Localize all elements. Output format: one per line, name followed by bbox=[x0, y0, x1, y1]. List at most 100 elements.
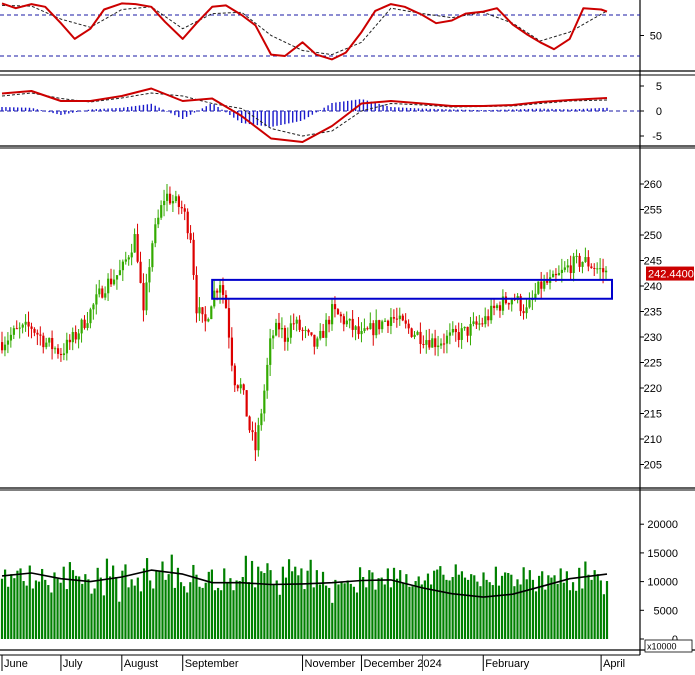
volume-bar bbox=[118, 601, 121, 639]
candle-down bbox=[192, 239, 195, 276]
candle-up bbox=[269, 338, 272, 365]
macd-histogram-bar bbox=[405, 107, 408, 111]
candle-up bbox=[325, 319, 328, 338]
macd-histogram-bar bbox=[347, 100, 349, 111]
volume-bar bbox=[383, 584, 386, 639]
candle-down bbox=[245, 390, 248, 417]
macd-histogram-bar bbox=[24, 107, 27, 111]
candle-up bbox=[166, 193, 169, 201]
macd-histogram-bar bbox=[496, 109, 498, 111]
candle-up bbox=[360, 331, 363, 335]
macd-histogram-bar bbox=[272, 111, 274, 127]
macd-histogram-bar bbox=[103, 108, 105, 111]
y-tick-label: 205 bbox=[644, 460, 662, 472]
candle-up bbox=[86, 323, 89, 328]
volume-bar bbox=[164, 579, 167, 639]
last-price-badge-bg bbox=[646, 266, 694, 281]
volume-bar bbox=[494, 566, 497, 639]
candle-down bbox=[457, 332, 460, 340]
candle-down bbox=[136, 234, 139, 262]
volume-bar bbox=[37, 581, 41, 639]
volume-bar bbox=[183, 586, 186, 639]
volume-bar bbox=[278, 594, 281, 639]
volume-bar bbox=[71, 570, 75, 639]
volume-bar bbox=[358, 567, 362, 639]
volume-bar bbox=[81, 583, 84, 639]
macd-histogram-bar bbox=[531, 108, 534, 111]
macd-histogram-bar bbox=[382, 104, 384, 111]
candle-up bbox=[21, 324, 24, 328]
macd-histogram-bar bbox=[182, 111, 184, 119]
volume-bar bbox=[99, 577, 102, 639]
stochastic-panel bbox=[0, 2, 640, 61]
candle-down bbox=[328, 319, 331, 325]
macd-histogram-bar bbox=[52, 111, 54, 114]
candle-up bbox=[98, 288, 101, 295]
volume-bar bbox=[321, 571, 325, 639]
volume-bar bbox=[257, 566, 260, 639]
candle-up bbox=[478, 323, 481, 325]
candle-down bbox=[428, 340, 431, 348]
volume-bar bbox=[451, 577, 454, 639]
macd-histogram-bar bbox=[193, 111, 196, 113]
macd-histogram-bar bbox=[433, 108, 435, 111]
volume-bar bbox=[149, 580, 152, 639]
candle-up bbox=[71, 332, 74, 343]
macd-histogram-bar bbox=[319, 110, 321, 111]
candle-up bbox=[48, 337, 51, 343]
macd-histogram-bar bbox=[331, 103, 333, 111]
macd-histogram-bar bbox=[343, 101, 345, 111]
candle-up bbox=[398, 315, 401, 320]
macd-histogram-bar bbox=[233, 111, 235, 118]
volume-bar bbox=[65, 589, 68, 639]
volume-bar bbox=[599, 580, 602, 639]
month-label: November bbox=[305, 658, 356, 670]
volume-bar bbox=[25, 585, 28, 639]
volume-bar bbox=[343, 583, 346, 639]
macd-histogram-bar bbox=[185, 111, 188, 117]
volume-bar bbox=[22, 581, 25, 639]
candle-up bbox=[89, 309, 92, 324]
volume-bar bbox=[281, 566, 284, 639]
volume-bar bbox=[365, 587, 368, 639]
macd-histogram-bar bbox=[362, 99, 365, 111]
volume-bar bbox=[207, 571, 210, 639]
candle-up bbox=[54, 348, 57, 350]
volume-bar bbox=[436, 569, 439, 639]
candle-down bbox=[101, 288, 104, 298]
volume-unit-label: x10000 bbox=[647, 642, 677, 652]
macd-histogram-bar bbox=[441, 109, 443, 111]
candle-down bbox=[56, 348, 60, 354]
macd-histogram-bar bbox=[335, 102, 337, 111]
volume-bar bbox=[497, 585, 501, 639]
volume-bar bbox=[303, 589, 306, 639]
volume-bar bbox=[602, 594, 606, 639]
volume-bar bbox=[300, 568, 303, 639]
volume-unit-box bbox=[644, 639, 693, 653]
candle-down bbox=[569, 265, 572, 274]
volume-bar bbox=[510, 574, 513, 639]
candle-up bbox=[496, 305, 499, 309]
candle-up bbox=[510, 298, 513, 305]
candle-down bbox=[307, 329, 310, 333]
candle-down bbox=[298, 319, 301, 330]
month-label: August bbox=[124, 658, 158, 670]
candle-down bbox=[180, 206, 183, 209]
volume-bar bbox=[189, 582, 192, 639]
y-tick-label: 10000 bbox=[647, 577, 678, 589]
macd-histogram-bar bbox=[551, 108, 553, 111]
volume-bar bbox=[346, 580, 349, 639]
candle-down bbox=[42, 335, 45, 348]
macd-histogram-bar bbox=[398, 107, 400, 111]
candle-up bbox=[160, 205, 163, 218]
macd-histogram-bar bbox=[150, 103, 152, 111]
volume-bar bbox=[272, 584, 275, 639]
volume-bar bbox=[192, 564, 195, 639]
volume-bar bbox=[590, 579, 593, 639]
volume-panel bbox=[0, 554, 609, 639]
candle-down bbox=[419, 331, 422, 345]
volume-bar bbox=[186, 592, 189, 639]
y-tick-label: 15000 bbox=[647, 548, 678, 560]
candle-down bbox=[313, 334, 316, 347]
